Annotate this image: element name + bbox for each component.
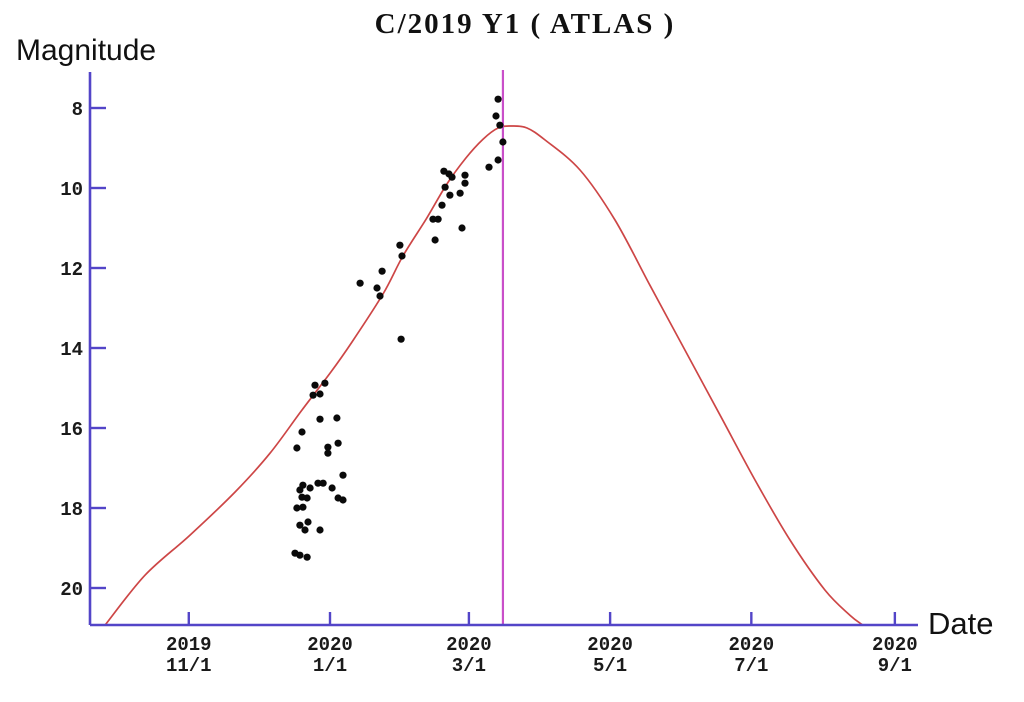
observation-point — [396, 241, 404, 249]
observation-point — [461, 179, 469, 187]
x-tick-date: 7/1 — [734, 655, 768, 677]
x-tick-year: 2020 — [729, 634, 775, 656]
observation-point — [303, 553, 311, 561]
x-tick-year: 2020 — [587, 634, 633, 656]
y-tick-label: 18 — [60, 499, 83, 521]
y-tick-label: 10 — [60, 179, 83, 201]
observation-point — [316, 390, 324, 398]
x-tick-date: 9/1 — [878, 655, 912, 677]
observation-point — [438, 201, 446, 209]
observation-point — [431, 236, 439, 244]
y-tick-label: 16 — [60, 419, 83, 441]
chart-title: C/2019 Y1 ( ATLAS ) — [374, 8, 676, 40]
observation-point — [494, 95, 502, 103]
observation-point — [499, 138, 507, 146]
observation-point — [398, 252, 406, 260]
observation-point — [304, 518, 312, 526]
observation-point — [309, 391, 317, 399]
x-tick-date: 5/1 — [593, 655, 627, 677]
x-axis-title: Date — [928, 606, 994, 641]
observation-point — [496, 121, 504, 129]
observation-point — [334, 439, 342, 447]
y-tick-label: 12 — [60, 259, 83, 281]
x-tick-date: 11/1 — [166, 655, 212, 677]
x-tick-year: 2020 — [446, 634, 492, 656]
observation-point — [303, 494, 311, 502]
observation-point — [339, 471, 347, 479]
observation-point — [448, 173, 456, 181]
x-tick-year: 2020 — [307, 634, 353, 656]
observation-point — [301, 526, 309, 534]
observation-point — [461, 171, 469, 179]
observation-point — [321, 379, 329, 387]
observation-point — [324, 443, 332, 451]
observation-point — [456, 189, 464, 197]
y-tick-label: 14 — [60, 339, 83, 361]
observation-point — [296, 551, 304, 559]
observation-point — [316, 415, 324, 423]
observation-point — [316, 526, 324, 534]
observation-point — [306, 484, 314, 492]
observation-point — [441, 183, 449, 191]
observation-point — [298, 428, 306, 436]
observation-point — [296, 521, 304, 529]
x-tick-date: 1/1 — [313, 655, 347, 677]
observation-point — [376, 292, 384, 300]
observation-point — [492, 112, 500, 120]
x-tick-year: 2020 — [872, 634, 918, 656]
observation-point — [485, 163, 493, 171]
observation-point — [458, 224, 466, 232]
observation-point — [429, 215, 437, 223]
observation-point — [378, 267, 386, 275]
observation-point — [397, 335, 405, 343]
x-tick-year: 2019 — [166, 634, 212, 656]
observation-point — [293, 504, 301, 512]
x-tick-date: 3/1 — [452, 655, 486, 677]
observation-point — [296, 486, 304, 494]
observation-point — [293, 444, 301, 452]
observation-point — [324, 449, 332, 457]
observation-point — [356, 279, 364, 287]
observation-point — [339, 496, 347, 504]
y-tick-label: 8 — [72, 99, 83, 121]
observation-point — [328, 484, 336, 492]
y-tick-label: 20 — [60, 579, 83, 601]
observation-point — [333, 414, 341, 422]
observation-point — [434, 215, 442, 223]
observation-point — [373, 284, 381, 292]
observation-point — [299, 503, 307, 511]
model-light-curve — [104, 125, 864, 626]
observation-point — [319, 479, 327, 487]
y-axis-title: Magnitude — [16, 34, 157, 67]
observation-point — [494, 156, 502, 164]
observation-point — [311, 381, 319, 389]
observation-point — [314, 479, 322, 487]
observation-point — [446, 191, 454, 199]
